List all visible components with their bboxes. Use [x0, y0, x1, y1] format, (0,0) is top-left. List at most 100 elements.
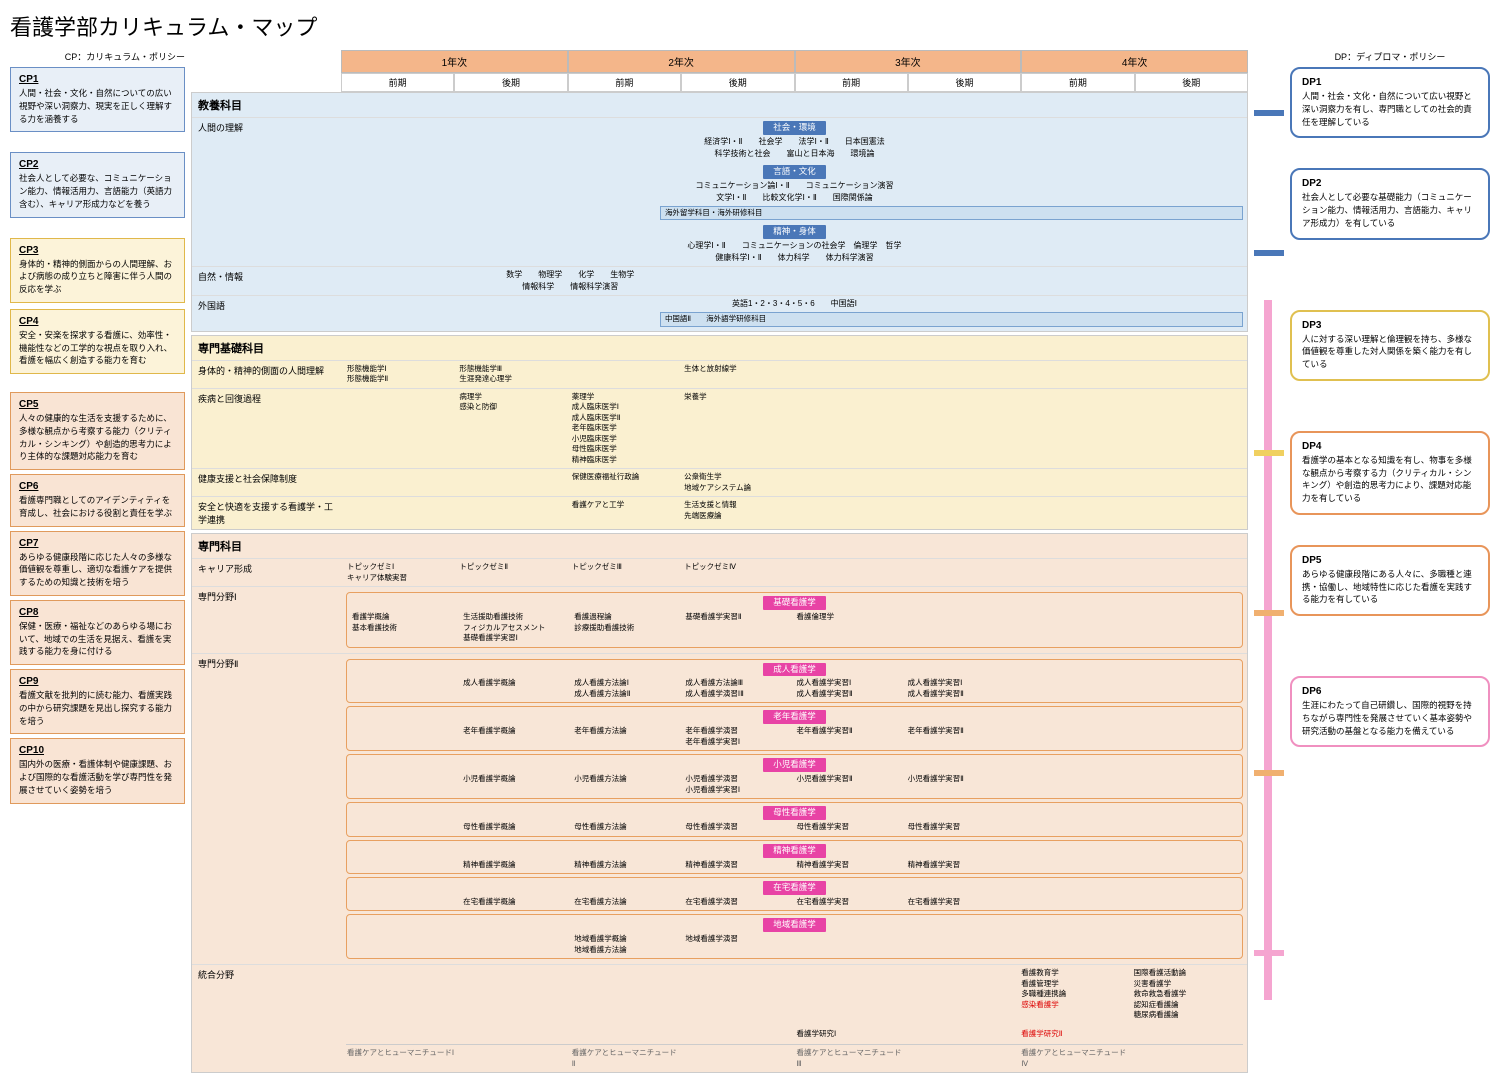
cp-id: CP6 — [19, 481, 176, 492]
course-cell: 成人看護学実習Ⅰ成人看護学実習Ⅱ — [796, 677, 905, 700]
course-cell: 小児看護学実習Ⅱ — [796, 773, 905, 796]
course-list: コミュニケーション論Ⅰ・Ⅱ コミュニケーション演習 — [346, 180, 1243, 192]
course-cell: 栄養学 — [683, 391, 793, 467]
course-cell — [1133, 1028, 1243, 1041]
cp-box: CP1人間・社会・文化・自然についての広い視野や深い洞察力、現実を正しく理解する… — [10, 67, 185, 132]
course-grid: 老年看護学概論老年看護方法論老年看護学演習老年看護学実習Ⅰ老年看護学実習Ⅱ老年看… — [351, 725, 1238, 748]
course-cell: 形態機能学Ⅲ生涯発達心理学 — [458, 363, 568, 386]
course-list: 数学 物理学 化学 生物学 — [346, 269, 795, 281]
dp-desc: 生涯にわたって自己研鑽し、国際的視野を持ちながら専門性を発展させていく基本姿勢や… — [1302, 699, 1478, 737]
nursing-tag: 成人看護学 — [763, 663, 826, 677]
course-cell — [1020, 471, 1130, 494]
category-tag: 言語・文化 — [763, 165, 826, 179]
section-specialty: 専門科目 キャリア形成トピックゼミⅠキャリア体験実習トピックゼミⅡトピックゼミⅢ… — [191, 533, 1248, 1073]
cp-box: CP9 看護文献を批判的に読む能力、看護実践の中から研究課題を見出し探究する能力を… — [10, 669, 185, 734]
cp-desc: 国内外の医療・看護体制や健康課題、および国際的な看護活動を学び専門性を発展させて… — [19, 758, 176, 796]
year-cell: 2年次 — [568, 50, 795, 73]
connector-line — [1254, 250, 1284, 256]
course-cell: 看護ケアとヒューマニチュードⅡ — [571, 1047, 681, 1070]
course-cell: トピックゼミⅡ — [458, 561, 568, 584]
course-cell: 母性看護方法論 — [573, 821, 682, 834]
course-cell — [1018, 725, 1127, 748]
section-title: 専門科目 — [192, 534, 1247, 558]
dp-desc: 人に対する深い理解と倫理観を持ち、多様な価値観を尊重した対人関係を築く能力を有し… — [1302, 333, 1478, 371]
course-cell — [351, 773, 460, 796]
cp-id: CP8 — [19, 607, 176, 618]
course-cell — [1129, 933, 1238, 956]
course-cell — [907, 611, 1016, 645]
course-cell — [458, 967, 568, 1022]
cp-column: CP：カリキュラム・ポリシー CP1人間・社会・文化・自然についての広い視野や深… — [10, 50, 185, 1076]
term-cell: 前期 — [1021, 73, 1134, 92]
course-cell — [908, 1047, 1018, 1070]
row-label: キャリア形成 — [192, 559, 342, 586]
cp-desc: 身体的・精神的側面からの人間理解、および病態の成り立ちと障害に伴う人間の反応を学… — [19, 258, 176, 296]
course-cell: 看護ケアと工学 — [571, 499, 681, 527]
nursing-tag: 基礎看護学 — [763, 596, 826, 610]
dp-id: DP1 — [1302, 77, 1478, 88]
course-cell: 精神看護学実習 — [907, 859, 1016, 872]
course-grid: 地域看護学概論地域看護方法論地域看護学演習 — [351, 933, 1238, 956]
course-cell — [796, 561, 906, 584]
cp-id: CP1 — [19, 74, 176, 85]
course-cell — [1133, 499, 1243, 527]
course-list: 情報科学 情報科学演習 — [346, 281, 795, 293]
dp-box: DP3人に対する深い理解と倫理観を持ち、多様な価値観を尊重した対人関係を築く能力… — [1290, 310, 1490, 381]
course-cell: 在宅看護学概論 — [462, 896, 571, 909]
course-cell — [1020, 561, 1130, 584]
course-cell — [908, 499, 1018, 527]
course-cell: トピックゼミⅣ — [683, 561, 793, 584]
dp-id: DP6 — [1302, 686, 1478, 697]
dp-column-title: DP：ディプロマ・ポリシー — [1290, 50, 1490, 63]
course-cell — [796, 363, 906, 386]
course-cell — [1129, 896, 1238, 909]
course-grid: 母性看護学概論母性看護方法論母性看護学演習母性看護学実習母性看護学実習 — [351, 821, 1238, 834]
course-cell: 薬理学成人臨床医学Ⅰ成人臨床医学Ⅱ老年臨床医学小児臨床医学母性臨床医学精神臨床医… — [571, 391, 681, 467]
course-cell: 成人看護学概論 — [462, 677, 571, 700]
row-label: 統合分野 — [192, 965, 342, 1072]
year-cell: 4年次 — [1021, 50, 1248, 73]
cp-desc: 看護文献を批判的に読む能力、看護実践の中から研究課題を見出し探究する能力を培う — [19, 689, 176, 727]
course-cell: 公衆衛生学地域ケアシステム論 — [683, 471, 793, 494]
row-label: 自然・情報 — [192, 267, 342, 295]
course-cell: 老年看護学概論 — [462, 725, 571, 748]
nursing-tag: 母性看護学 — [763, 806, 826, 820]
course-cell — [571, 1028, 681, 1041]
course-cell: 成人看護学実習Ⅰ成人看護学実習Ⅱ — [907, 677, 1016, 700]
row-label: 専門分野Ⅰ — [192, 587, 342, 652]
course-cell: 母性看護学実習 — [907, 821, 1016, 834]
course-cell — [1129, 677, 1238, 700]
course-cell — [908, 967, 1018, 1022]
cp-id: CP2 — [19, 159, 176, 170]
row-content: 成人看護学成人看護学概論成人看護方法論Ⅰ成人看護方法論Ⅱ成人看護方法論Ⅲ成人看護… — [342, 654, 1247, 965]
course-list: 科学技術と社会 富山と日本海 環境論 — [346, 148, 1243, 160]
dp-desc: 社会人として必要な基礎能力（コミュニケーション能力、情報活用力、言語能力、キャリ… — [1302, 191, 1478, 229]
dp-box: DP5あらゆる健康段階にある人々に、多職種と連携・協働し、地域特性に応じた看護を… — [1290, 545, 1490, 616]
cp-id: CP9 — [19, 676, 176, 687]
term-cell: 後期 — [454, 73, 567, 92]
course-grid: 病理学感染と防御薬理学成人臨床医学Ⅰ成人臨床医学Ⅱ老年臨床医学小児臨床医学母性臨… — [342, 389, 1247, 469]
course-cell — [1018, 677, 1127, 700]
course-list: 健康科学Ⅰ・Ⅱ 体力科学 体力科学演習 — [346, 252, 1243, 264]
dp-box: DP2社会人として必要な基礎能力（コミュニケーション能力、情報活用力、言語能力、… — [1290, 168, 1490, 239]
course-cell — [796, 471, 906, 494]
curriculum-grid: 1年次2年次3年次4年次 前期後期前期後期前期後期前期後期 教養科目 人間の理解… — [191, 50, 1248, 1076]
course-cell — [1129, 773, 1238, 796]
nursing-tag: 小児看護学 — [763, 758, 826, 772]
row-content: 社会・環境 経済学Ⅰ・Ⅱ 社会学 法学Ⅰ・Ⅱ 日本国憲法 科学技術と社会 富山と… — [342, 118, 1247, 266]
nursing-area: 基礎看護学 看護学概論基本看護技術生活援助看護技術フィジカルアセスメント基礎看護… — [346, 592, 1243, 647]
dp-desc: あらゆる健康段階にある人々に、多職種と連携・協働し、地域特性に応じた看護を実践す… — [1302, 568, 1478, 606]
cp-box: CP7あらゆる健康段階に応じた人々の多様な価値観を尊重し、適切な看護ケアを提供す… — [10, 531, 185, 596]
cp-box: CP2社会人として必要な、コミュニケーション能力、情報活用力、言語能力（英語力含… — [10, 152, 185, 217]
course-cell: 成人看護方法論Ⅰ成人看護方法論Ⅱ — [573, 677, 682, 700]
year-header: 1年次2年次3年次4年次 — [341, 50, 1248, 73]
course-cell: トピックゼミⅠキャリア体験実習 — [346, 561, 456, 584]
course-cell — [908, 1028, 1018, 1041]
dp-box: DP1人間・社会・文化・自然について広い視野と深い洞察力を有し、専門職としての社… — [1290, 67, 1490, 138]
cp-desc: あらゆる健康段階に応じた人々の多様な価値観を尊重し、適切な看護ケアを提供するため… — [19, 551, 176, 589]
term-cell: 前期 — [341, 73, 454, 92]
row-label: 健康支援と社会保障制度 — [192, 469, 342, 496]
year-cell: 1年次 — [341, 50, 568, 73]
course-grid: 看護ケアと工学生活支援と情報先端医療論 — [342, 497, 1247, 529]
row-content: 数学 物理学 化学 生物学 情報科学 情報科学演習 — [342, 267, 1247, 295]
